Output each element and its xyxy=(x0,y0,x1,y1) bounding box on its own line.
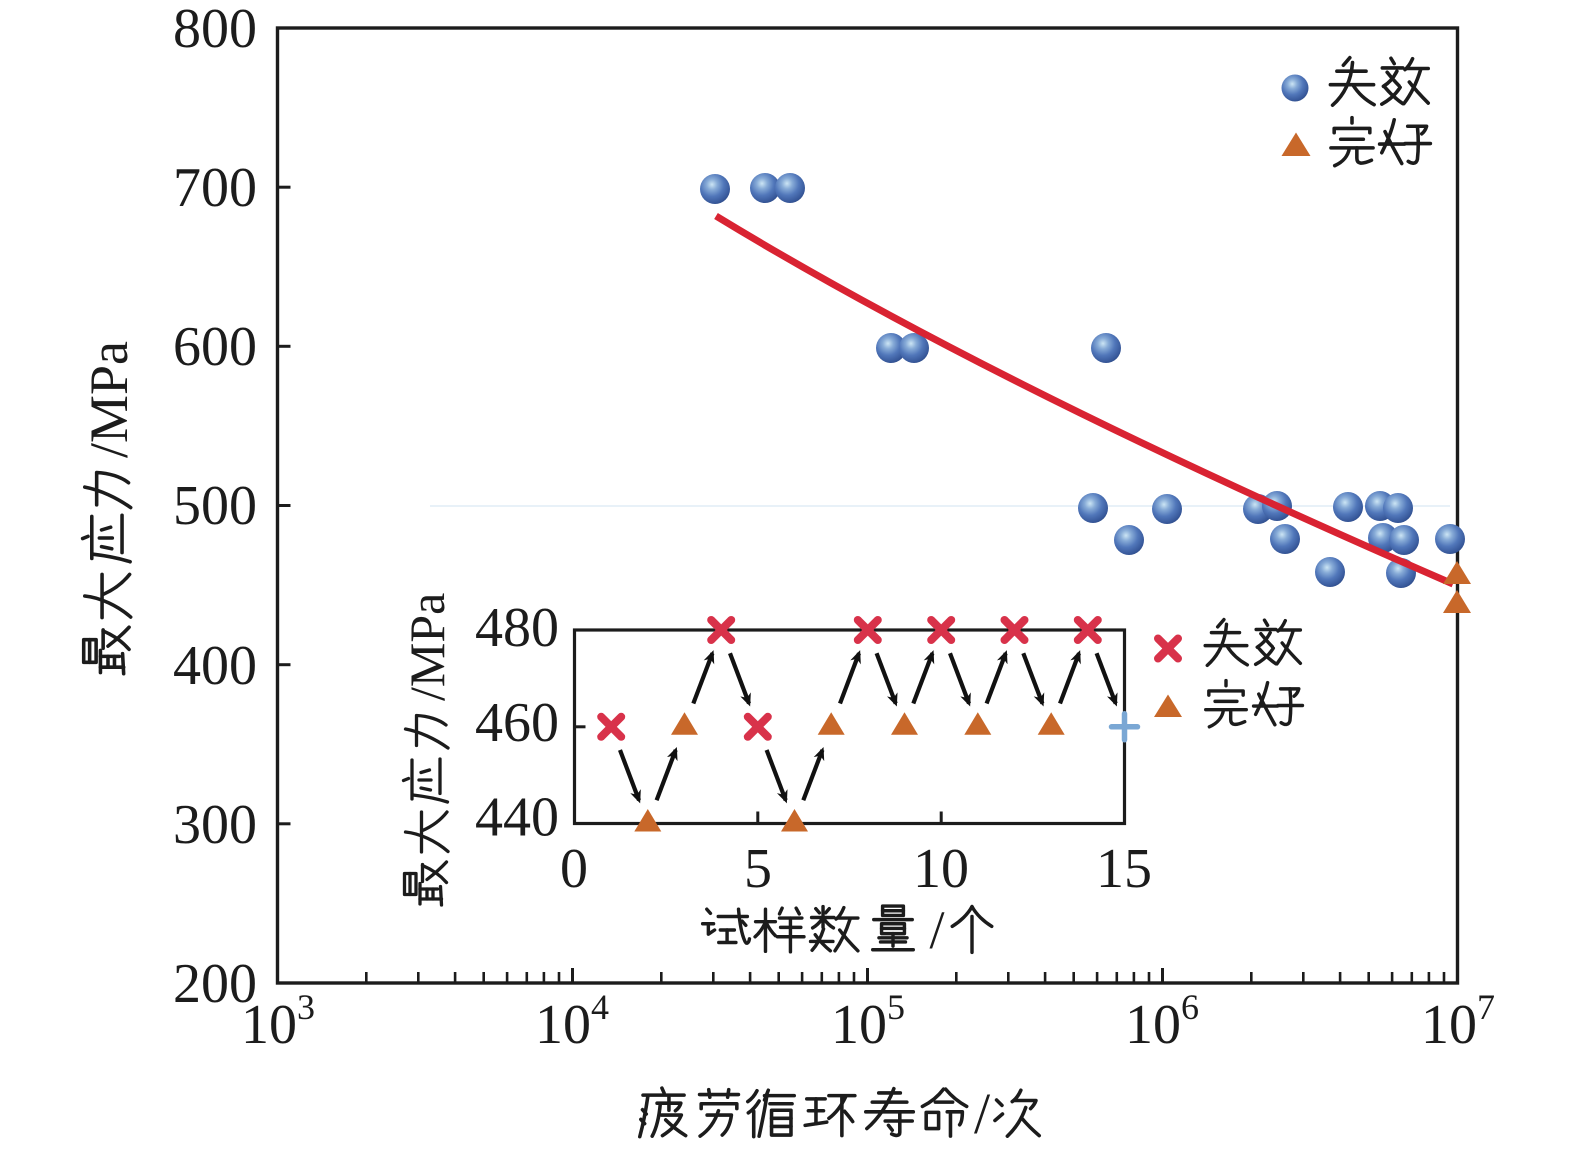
svg-text:/: / xyxy=(929,900,944,960)
svg-text:104: 104 xyxy=(535,987,609,1056)
svg-text:10: 10 xyxy=(913,838,969,900)
svg-text:460: 460 xyxy=(475,692,559,754)
svg-text:15: 15 xyxy=(1096,838,1152,900)
svg-text:/MPa: /MPa xyxy=(399,593,455,701)
svg-text:/: / xyxy=(974,1081,991,1146)
svg-text:0: 0 xyxy=(560,838,588,900)
svg-text:400: 400 xyxy=(173,635,257,697)
svg-text:5: 5 xyxy=(744,838,772,900)
svg-text:600: 600 xyxy=(173,316,257,378)
svg-text:300: 300 xyxy=(173,794,257,856)
svg-text:440: 440 xyxy=(475,787,559,849)
svg-text:800: 800 xyxy=(173,0,257,60)
svg-text:200: 200 xyxy=(173,953,257,1015)
svg-text:480: 480 xyxy=(475,597,559,659)
svg-text:500: 500 xyxy=(173,475,257,537)
svg-text:700: 700 xyxy=(173,157,257,219)
svg-text:/MPa: /MPa xyxy=(79,341,139,458)
